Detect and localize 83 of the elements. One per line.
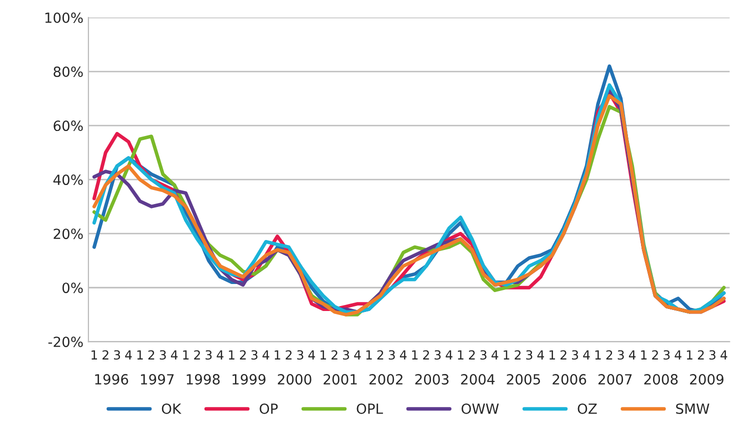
legend-label: OWW [462,403,499,414]
text: 1998 [186,374,220,385]
legend-label: OP [260,403,278,414]
x-tick-label: 1 [228,350,234,360]
text: 2003 [415,374,448,385]
x-tick-label: 1 [320,350,326,360]
x-tick-label: 1 [274,350,280,360]
x-tick-label: 3 [572,350,578,360]
x-tick-label: 3 [664,350,670,360]
text: 2004 [461,374,495,385]
text: 2009 [690,374,724,385]
x-tick-label: 3 [480,350,486,360]
x-tick-label: 3 [160,350,166,360]
text: 2008 [644,374,678,385]
x-tick-label: 3 [206,350,212,360]
text: 2000 [278,374,312,385]
y-tick-label: 20% [54,228,83,240]
x-tick-label: 1 [504,350,510,360]
x-tick-label: 4 [400,350,407,360]
x-tick-label: 3 [434,350,441,360]
x-tick-label: 4 [125,350,132,360]
x-tick-label: 3 [709,350,716,360]
x-tick-label: 2 [286,350,292,360]
x-tick-label: 1 [92,350,97,360]
y-tick-label: 60% [54,120,83,132]
text: 2002 [369,374,402,385]
x-tick-label: 3 [526,350,532,360]
x-tick-label: 2 [698,350,704,360]
x-tick-label: 3 [114,350,120,360]
text: 1999 [232,374,266,385]
text: 1996 [95,374,128,385]
legend-label: OK [162,403,182,414]
x-tick-label: 1 [137,350,143,360]
x-tick-label: 1 [595,350,601,360]
x-tick-label: 3 [297,350,304,360]
x-tick-label: 1 [458,350,464,360]
y-tick-label: 80% [54,66,83,78]
x-tick-label: 4 [720,350,728,360]
y-tick-label: -20% [48,336,83,348]
x-tick-label: 4 [170,350,178,360]
x-tick-label: 2 [652,350,658,360]
x-tick-label: 4 [537,350,544,360]
x-tick-label: 2 [606,350,612,360]
x-tick-label: 1 [366,350,372,360]
text: 2001 [324,374,357,385]
x-tick-label: 4 [628,350,636,360]
x-tick-label: 2 [148,350,154,360]
x-tick-label: 2 [332,350,338,360]
x-tick-label: 2 [194,350,200,360]
x-tick-label: 4 [674,350,682,360]
x-tick-label: 4 [354,350,361,360]
y-tick-label: 40% [53,174,83,186]
x-tick-label: 4 [492,350,498,360]
y-tick-label: 0% [62,282,83,294]
x-tick-label: 1 [183,350,189,360]
x-tick-label: 4 [216,350,224,360]
x-tick-label: 4 [262,350,270,360]
text: 2007 [598,374,632,385]
x-tick-label: 1 [550,350,555,360]
x-tick-label: 3 [388,350,395,360]
x-tick-label: 2 [423,350,429,360]
x-tick-label: 2 [377,350,384,360]
text: 1997 [140,374,174,385]
text: 2005 [506,374,540,385]
x-tick-label: 2 [240,350,246,360]
y-tick-label: 100% [45,12,83,23]
x-tick-label: 3 [251,350,258,360]
x-tick-label: 3 [618,350,624,360]
x-tick-label: 1 [686,350,692,360]
x-tick-label: 2 [514,350,521,360]
x-tick-label: 1 [412,350,418,360]
legend-label: SMW [676,403,710,414]
x-tick-label: 4 [583,350,590,360]
x-tick-label: 4 [446,350,452,360]
x-tick-label: 3 [343,350,350,360]
x-tick-label: 2 [102,350,108,360]
x-tick-label: 2 [560,350,566,360]
x-tick-label: 1 [641,350,647,360]
legend-label: OZ [578,403,597,414]
text: 2006 [552,374,586,385]
legend-label: OPL [356,403,383,414]
x-tick-label: 2 [468,350,475,360]
x-tick-label: 4 [308,350,315,360]
